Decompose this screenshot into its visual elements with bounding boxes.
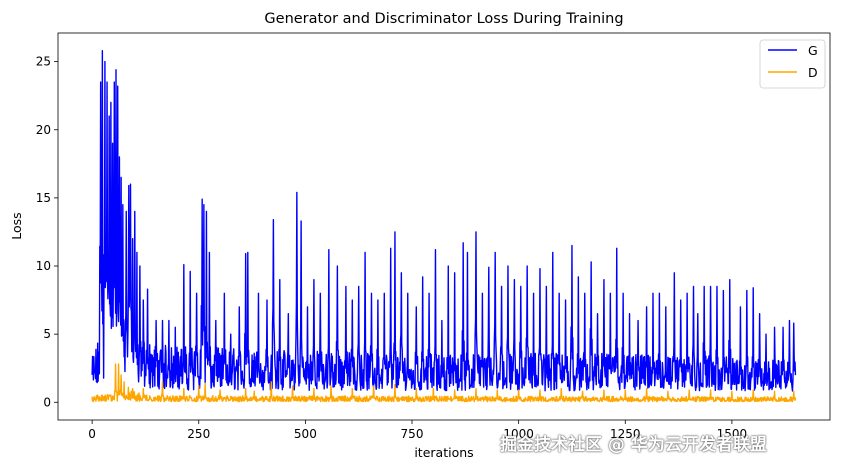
y-tick-label: 5 — [43, 327, 51, 341]
x-tick-label: 1250 — [610, 427, 641, 441]
x-tick-label: 250 — [187, 427, 210, 441]
y-tick-label: 0 — [43, 395, 51, 409]
axes-frame — [57, 32, 831, 421]
y-tick-label: 10 — [36, 259, 51, 273]
x-tick-label: 0 — [88, 427, 96, 441]
x-axis-label: iterations — [414, 445, 473, 460]
y-axis-label: Loss — [9, 212, 24, 239]
chart-title: Generator and Discriminator Loss During … — [264, 11, 623, 27]
x-axis: 0 250 500 750 1000 1250 1500 — [88, 420, 747, 441]
x-tick-label: 1000 — [503, 427, 534, 441]
series-line-g — [91, 50, 797, 392]
y-axis: 0 5 10 15 20 25 — [36, 55, 58, 409]
x-tick-label: 1500 — [717, 427, 748, 441]
y-tick-label: 20 — [36, 123, 51, 137]
y-tick-label: 25 — [36, 55, 51, 69]
x-tick-label: 750 — [401, 427, 424, 441]
y-tick-label: 15 — [36, 191, 51, 205]
series-layer — [91, 50, 797, 403]
series-line-d — [91, 363, 797, 403]
legend-box — [759, 39, 826, 89]
legend-label-d: D — [808, 65, 818, 80]
legend-label-g: G — [808, 43, 818, 58]
x-tick-label: 500 — [294, 427, 317, 441]
watermark-text: 掘金技术社区 @ 华为云开发者联盟 — [500, 435, 767, 455]
plot-area — [57, 32, 831, 421]
legend: G D — [759, 39, 826, 89]
